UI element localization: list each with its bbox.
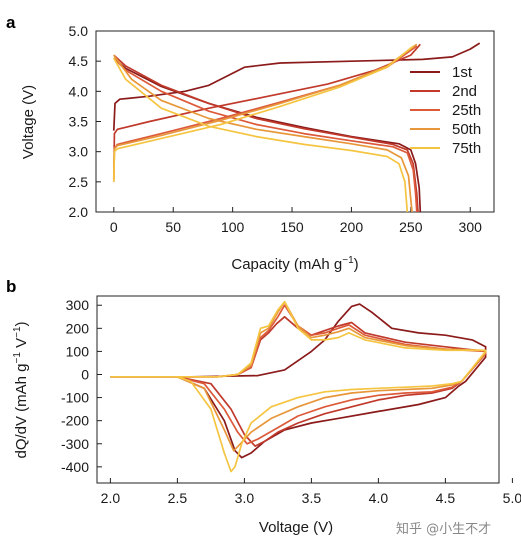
- series-line-1st: [112, 42, 481, 131]
- panel-b-ylabel: dQ/dV (mAh g−1 V−1): [12, 321, 30, 458]
- panel-b-xlabel: Voltage (V): [259, 519, 333, 536]
- x-tick-label: 2.5: [168, 490, 188, 506]
- legend-label-1st: 1st: [452, 64, 473, 81]
- panel-b-lines: [110, 300, 487, 473]
- y-tick-label: 200: [66, 320, 90, 336]
- y-tick-label: 4.0: [69, 83, 89, 99]
- panel-a-xlabel: Capacity (mAh g−1): [231, 255, 358, 273]
- panel-b: b 2.0 2.5 3.0 3.5 4.0 4.5 5.0 300 200 100 0 -100 -20…: [6, 277, 521, 536]
- series-line-1st: [113, 57, 422, 213]
- panel-b-frame: [96, 295, 500, 484]
- x-tick-label: 300: [459, 219, 483, 235]
- legend-label-25th: 25th: [452, 102, 481, 119]
- x-tick-label: 5.0: [503, 490, 521, 506]
- panel-a: a 0 50 100 150 200 250 300 2.0 2.5 3.0 3.5 4.0 4.5 5.…: [6, 13, 495, 273]
- panel-a-label: a: [6, 13, 16, 32]
- y-tick-label: -400: [61, 459, 89, 475]
- panel-b-ticks: 2.0 2.5 3.0 3.5 4.0 4.5 5.0 300 200 100 0 -100 -200 -…: [61, 297, 521, 506]
- x-tick-label: 100: [221, 219, 245, 235]
- y-tick-label: 100: [66, 343, 90, 359]
- x-tick-label: 0: [110, 219, 118, 235]
- panel-a-ticks: 0 50 100 150 200 250 300 2.0 2.5 3.0 3.5 4.0 4.5 5.0: [69, 23, 483, 235]
- series-line-2nd: [113, 54, 419, 213]
- x-tick-label: 4.0: [369, 490, 389, 506]
- series-line-75th: [112, 45, 414, 182]
- x-tick-label: 250: [399, 219, 423, 235]
- panel-a-legend: 1st 2nd 25th 50th 75th: [410, 64, 481, 157]
- y-tick-label: 3.5: [69, 114, 89, 130]
- y-tick-label: -300: [61, 436, 89, 452]
- x-tick-label: 4.5: [436, 490, 456, 506]
- watermark: 知乎 @小生不才: [396, 521, 491, 537]
- x-tick-label: 3.5: [302, 490, 322, 506]
- y-tick-label: -100: [61, 390, 89, 406]
- y-tick-label: 2.5: [69, 174, 89, 190]
- y-tick-label: 300: [66, 297, 90, 313]
- x-tick-label: 3.0: [235, 490, 255, 506]
- series-line-25th: [112, 45, 418, 179]
- x-tick-label: 150: [280, 219, 304, 235]
- legend-label-50th: 50th: [452, 121, 481, 138]
- y-tick-label: 2.0: [69, 204, 89, 220]
- series-line-50th: [113, 54, 413, 213]
- y-tick-label: 5.0: [69, 23, 89, 39]
- y-tick-label: 0: [81, 366, 89, 382]
- series-line-75th: [110, 300, 487, 473]
- panel-a-lines: [112, 42, 481, 213]
- series-line-75th: [113, 57, 409, 213]
- panel-a-ylabel: Voltage (V): [20, 85, 37, 159]
- series-line-50th: [112, 43, 418, 182]
- series-line-25th: [113, 57, 418, 213]
- legend-label-2nd: 2nd: [452, 83, 477, 100]
- y-tick-label: 3.0: [69, 144, 89, 160]
- x-tick-label: 200: [340, 219, 364, 235]
- x-tick-label: 50: [165, 219, 181, 235]
- series-line-1st: [110, 303, 487, 459]
- legend-label-75th: 75th: [452, 140, 481, 157]
- x-tick-label: 2.0: [101, 490, 121, 506]
- y-tick-label: 4.5: [69, 53, 89, 69]
- y-tick-label: -200: [61, 413, 89, 429]
- panel-b-label: b: [6, 277, 16, 296]
